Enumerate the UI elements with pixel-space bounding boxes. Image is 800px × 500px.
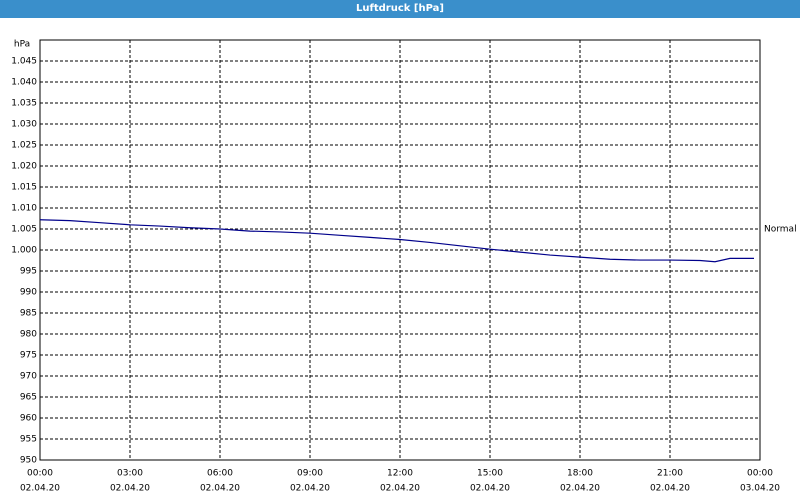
data-line <box>39 219 754 263</box>
title-bar: Luftdruck [hPa] <box>0 0 800 18</box>
y-tick-label: 990 <box>20 288 37 298</box>
y-tick-label: 1.020 <box>11 162 37 172</box>
x-tick-label: 12:00 <box>387 469 413 479</box>
x-tick-label: 00:00 <box>27 469 53 479</box>
y-tick-label: 970 <box>20 372 37 382</box>
y-tick-label: 980 <box>20 330 37 340</box>
y-tick-label: 975 <box>20 351 37 361</box>
y-tick-label: 950 <box>20 456 37 466</box>
y-unit: hPa <box>14 40 30 50</box>
x-tick-label: 18:00 <box>567 469 593 479</box>
y-tick-label: 1.030 <box>11 120 37 130</box>
y-tick-label: 1.010 <box>11 204 37 214</box>
plot-border <box>39 39 761 461</box>
x-tick-date: 02.04.20 <box>290 484 330 494</box>
x-tick-label: 06:00 <box>207 469 233 479</box>
y-tick-label: 1.045 <box>11 57 37 67</box>
y-tick-label: 1.040 <box>11 78 37 88</box>
y-tick-label: 1.035 <box>11 99 37 109</box>
y-tick-label: 1.000 <box>11 246 37 256</box>
x-tick-date: 02.04.20 <box>110 484 150 494</box>
x-tick-label: 21:00 <box>657 469 683 479</box>
x-tick-label: 00:00 <box>747 469 773 479</box>
x-tick-date: 02.04.20 <box>20 484 60 494</box>
x-tick-date: 02.04.20 <box>380 484 420 494</box>
y-tick-label: 1.005 <box>11 225 37 235</box>
x-tick-date: 02.04.20 <box>650 484 690 494</box>
y-tick-label: 1.015 <box>11 183 37 193</box>
x-tick-date: 02.04.20 <box>200 484 240 494</box>
x-tick-label: 03:00 <box>117 469 143 479</box>
x-tick-label: 15:00 <box>477 469 503 479</box>
y-tick-label: 985 <box>20 309 37 319</box>
x-tick-date: 02.04.20 <box>560 484 600 494</box>
y-tick-label: 955 <box>20 435 37 445</box>
reference-label: Normal <box>764 225 797 235</box>
x-tick-date: 02.04.20 <box>470 484 510 494</box>
y-tick-label: 1.025 <box>11 141 37 151</box>
y-tick-label: 995 <box>20 267 37 277</box>
x-tick-label: 09:00 <box>297 469 323 479</box>
y-tick-label: 960 <box>20 414 37 424</box>
y-tick-label: 965 <box>20 393 37 403</box>
x-tick-date: 03.04.20 <box>740 484 780 494</box>
